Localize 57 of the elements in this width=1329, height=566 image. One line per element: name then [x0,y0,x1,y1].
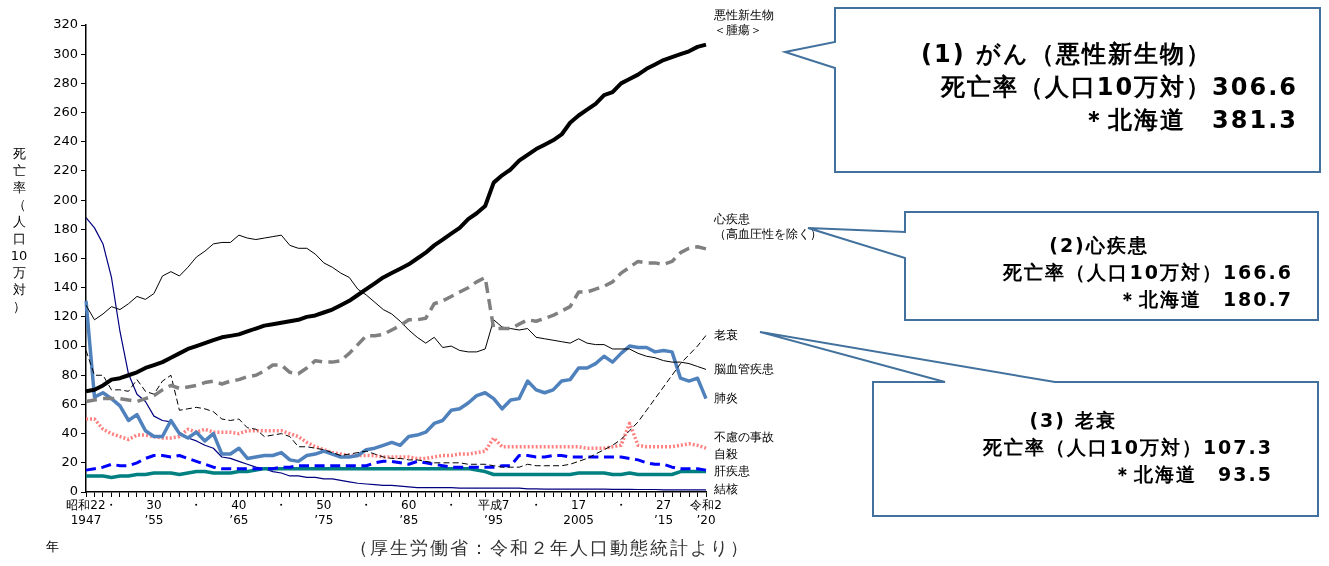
x-tick-label: 27 ’15 [653,498,674,527]
x-tick-label: ・ [105,498,118,513]
series-label: 肝疾患 [714,463,750,478]
line-series [84,454,708,472]
y-tick-label: 200 [53,191,78,207]
y-tick-label: 140 [53,279,78,295]
line-series [84,417,708,461]
text: ＊北海道 180.7 [1116,287,1293,312]
x-tick-label: 50 ’75 [314,498,334,527]
series-label: 結核 [713,481,738,496]
x-tick-label: 平成7 ’95 [477,498,510,527]
y-tick-label: 80 [61,366,78,382]
x-tick-label: ・ [530,498,543,513]
text: (3) 老衰 [1028,408,1118,433]
text: 死亡率（人口10万対）306.6 [939,72,1298,103]
y-tick-label: 240 [53,133,78,149]
line-series [84,245,708,404]
y-tick-label: 60 [61,395,78,411]
series-label: 不慮の事故 [714,429,774,444]
text: 死亡率（人口10万対）107.3 [982,435,1273,460]
x-tick-label: ・ [360,498,373,513]
y-tick-label: 220 [53,162,78,178]
series-label: 老衰 [714,327,738,342]
series-label: 心疾患（高血圧性を除く） [713,212,822,242]
series-label: 肺炎 [714,390,738,405]
x-tick-label: ・ [615,498,628,513]
x-tick-label: 40 ’65 [229,498,249,527]
y-tick-label: 320 [53,16,78,32]
x-tick-label: ・ [275,498,288,513]
y-tick-label: 300 [53,45,78,61]
text: (1) がん（悪性新生物） [920,39,1213,70]
y-tick-label: 0 [69,483,78,499]
series-label: 脳血管疾患 [714,361,774,376]
text: ＊北海道 381.3 [1081,105,1298,136]
x-tick-label: ・ [190,498,203,513]
x-axis-title: 年 [46,538,59,556]
x-tick-label: 令和2 ’20 [690,498,722,527]
text: (2)心疾患 [1048,233,1150,258]
y-tick-label: 180 [53,220,78,236]
series-label: 自殺 [714,446,738,461]
x-tick-label: 昭和22 1947 [66,498,106,527]
x-tick-label: ・ [445,498,458,513]
y-tick-label: 260 [53,103,78,119]
text: （厚生労働省：令和２年人口動態統計より） [349,536,751,560]
x-tick-label: 30 ’55 [144,498,164,527]
y-tick-label: 280 [53,74,78,90]
series-label: 悪性新生物＜腫瘍＞ [713,8,774,38]
text: 死亡率（人口10万対） [10,146,28,314]
y-tick-label: 120 [53,308,78,324]
y-tick-label: 100 [53,337,78,353]
x-tick-label: 17 2005 [563,498,594,527]
text: 死亡率（人口10万対）166.6 [1002,260,1293,285]
x-tick-label: 60 ’85 [399,498,419,527]
y-tick-label: 160 [53,249,78,265]
text: ＊北海道 93.5 [1112,462,1273,487]
y-tick-label: 40 [61,425,78,440]
y-tick-label: 20 [61,454,78,470]
